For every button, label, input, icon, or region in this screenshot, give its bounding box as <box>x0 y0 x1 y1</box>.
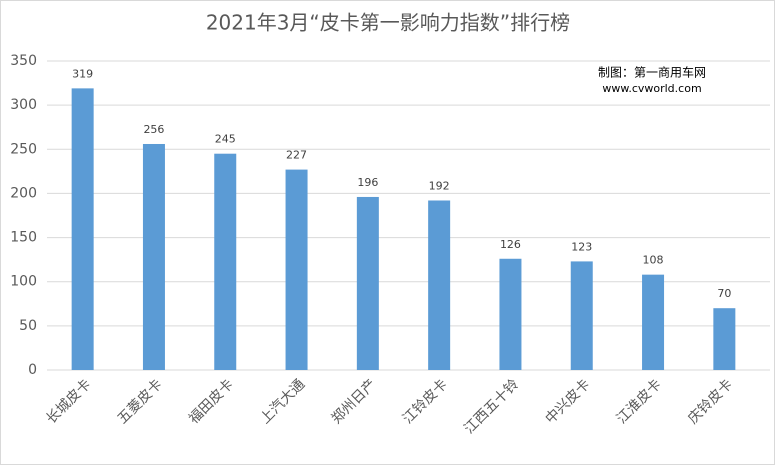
data-label: 123 <box>571 240 592 253</box>
y-tick-label: 300 <box>10 97 37 113</box>
y-tick-label: 100 <box>10 274 37 290</box>
chart-title: 2021年3月“皮卡第一影响力指数”排行榜 <box>206 11 570 35</box>
bar <box>570 261 593 370</box>
bar <box>142 143 165 370</box>
bar <box>214 153 237 370</box>
annotation: www.cvworld.com <box>602 82 701 95</box>
data-label: 126 <box>500 238 521 251</box>
annotation: 制图：第一商用车网 <box>598 65 706 80</box>
bar <box>713 308 736 370</box>
y-tick-label: 250 <box>10 141 37 157</box>
y-tick-label: 150 <box>10 230 37 246</box>
bar <box>71 88 94 371</box>
data-label: 192 <box>429 179 450 192</box>
y-tick-label: 200 <box>10 185 37 201</box>
y-tick-label: 0 <box>28 362 37 378</box>
data-label: 245 <box>215 133 236 146</box>
y-tick-label: 350 <box>10 53 37 69</box>
data-label: 196 <box>357 176 378 189</box>
data-label: 227 <box>286 149 307 162</box>
bar <box>285 169 308 370</box>
y-tick-label: 50 <box>19 318 37 334</box>
bar <box>499 258 522 370</box>
data-label: 108 <box>643 254 664 267</box>
data-label: 319 <box>72 67 93 80</box>
bar <box>428 200 451 370</box>
bar <box>642 274 665 370</box>
data-label: 256 <box>143 123 164 136</box>
bar <box>356 196 379 370</box>
data-label: 70 <box>717 287 731 300</box>
